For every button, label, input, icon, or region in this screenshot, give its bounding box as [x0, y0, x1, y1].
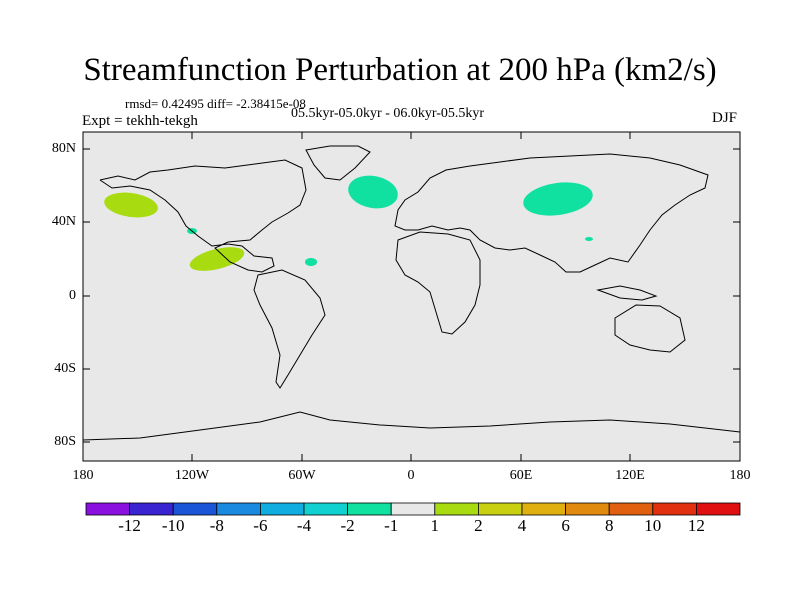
axis-ticks — [82, 132, 741, 461]
coastline-australia — [614, 304, 686, 353]
colorbar-tick-label: -2 — [340, 516, 355, 535]
lon-label-180e: 180 — [729, 468, 751, 483]
colorbar-tick-label: 12 — [687, 516, 705, 535]
colorbar-tick-label: 6 — [561, 516, 570, 535]
colorbar-tick-label: -1 — [384, 516, 399, 535]
colorbar-tick-label: -8 — [209, 516, 224, 535]
lat-label-40s: 40S — [54, 361, 76, 376]
coastline-north-america — [99, 159, 307, 273]
lon-label-180w: 180 — [72, 468, 94, 483]
coastline-south-america — [253, 269, 326, 389]
colorbar-box — [85, 502, 130, 516]
coastline-antarctica — [82, 411, 741, 441]
lat-label-0: 0 — [69, 288, 76, 303]
colorbar-tick-label: -6 — [253, 516, 268, 535]
colorbar-box — [652, 502, 697, 516]
colorbar-tick-label: 2 — [474, 516, 483, 535]
colorbar-box — [347, 502, 392, 516]
anomaly-patch-natlantic — [348, 175, 398, 209]
lon-label-60e: 60E — [509, 468, 533, 483]
lon-label-60w: 60W — [288, 468, 316, 483]
colorbar-box — [216, 502, 261, 516]
coastline-eurasia — [394, 153, 709, 273]
colorbar-box — [696, 502, 741, 516]
colorbar-tick-label: 1 — [430, 516, 440, 535]
colorbar-box — [129, 502, 174, 516]
anomaly-patch-tibet — [585, 237, 593, 241]
anomaly-patch-npacific — [104, 192, 158, 218]
colorbar-box — [434, 502, 479, 516]
lat-label-80s: 80S — [54, 434, 76, 449]
lon-label-120w: 120W — [174, 468, 210, 483]
lon-label-120e: 120E — [615, 468, 645, 483]
colorbar-tick-label: 8 — [604, 516, 614, 535]
colorbar-box — [172, 502, 218, 516]
coastline-africa — [395, 231, 481, 335]
colorbar-box — [477, 502, 523, 516]
colorbar-tick-label: -10 — [161, 516, 185, 535]
rmsd-diff-stats: rmsd= 0.42495 diff= -2.38415e-08 — [125, 96, 306, 111]
colorbar — [85, 502, 741, 516]
colorbar-box — [521, 502, 566, 516]
colorbar-tick-label: 10 — [644, 516, 662, 535]
anomaly-patch-caribbean — [305, 258, 317, 266]
colorbar-box — [259, 502, 305, 516]
season-label: DJF — [712, 110, 738, 126]
colorbar-box — [608, 502, 654, 516]
coastline-greenland — [305, 145, 371, 181]
lat-label-40n: 40N — [51, 214, 76, 229]
colorbar-tick-label: 4 — [517, 516, 527, 535]
anomaly-patches — [104, 175, 593, 271]
period-label: 05.5kyr-05.0kyr - 06.0kyr-05.5kyr — [291, 106, 485, 121]
experiment-label: Expt = tekhh-tekgh — [82, 113, 198, 129]
lat-label-80n: 80N — [51, 141, 76, 156]
map-background — [82, 131, 741, 462]
map-title: Streamfunction Perturbation at 200 hPa (… — [83, 52, 717, 88]
colorbar-box — [565, 502, 610, 516]
anomaly-patch-siberia — [523, 182, 593, 216]
colorbar-tick-label: -12 — [118, 516, 141, 535]
colorbar-box — [390, 502, 436, 516]
lon-label-0: 0 — [407, 468, 415, 483]
anomaly-patch-mexico — [189, 247, 245, 271]
colorbar-box — [303, 502, 348, 516]
colorbar-tick-label: -4 — [296, 516, 312, 535]
coastlines — [82, 145, 741, 441]
coastline-maritime-asia — [596, 285, 658, 301]
